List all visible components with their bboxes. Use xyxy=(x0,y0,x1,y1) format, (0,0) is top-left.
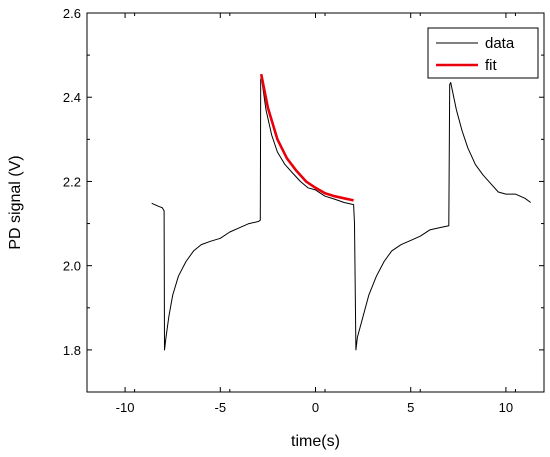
x-tick-label: -10 xyxy=(116,400,135,415)
legend-box xyxy=(427,27,539,79)
series-layer xyxy=(151,73,531,351)
x-axis-title: time(s) xyxy=(291,433,340,450)
y-tick-label: 2.2 xyxy=(63,174,81,189)
legend: data fit xyxy=(427,27,539,79)
series-line-fit xyxy=(259,73,354,202)
x-tick-label: -5 xyxy=(215,400,227,415)
axes-layer: -10 -5 0 5 10 1.8 2.0 2.2 2.4 2.6 xyxy=(63,6,545,415)
x-tick-label: 0 xyxy=(312,400,319,415)
y-tick-label: 2.0 xyxy=(63,259,81,274)
y-tick-label: 2.6 xyxy=(63,6,81,21)
series-line-data xyxy=(151,75,531,351)
legend-label-data: data xyxy=(485,35,515,52)
x-tick-label: 10 xyxy=(499,400,513,415)
y-tick-label: 1.8 xyxy=(63,343,81,358)
y-axis-title: PD signal (V) xyxy=(7,155,24,249)
x-tick-label: 5 xyxy=(407,400,414,415)
legend-label-fit: fit xyxy=(485,57,498,74)
y-tick-label: 2.4 xyxy=(63,90,81,105)
